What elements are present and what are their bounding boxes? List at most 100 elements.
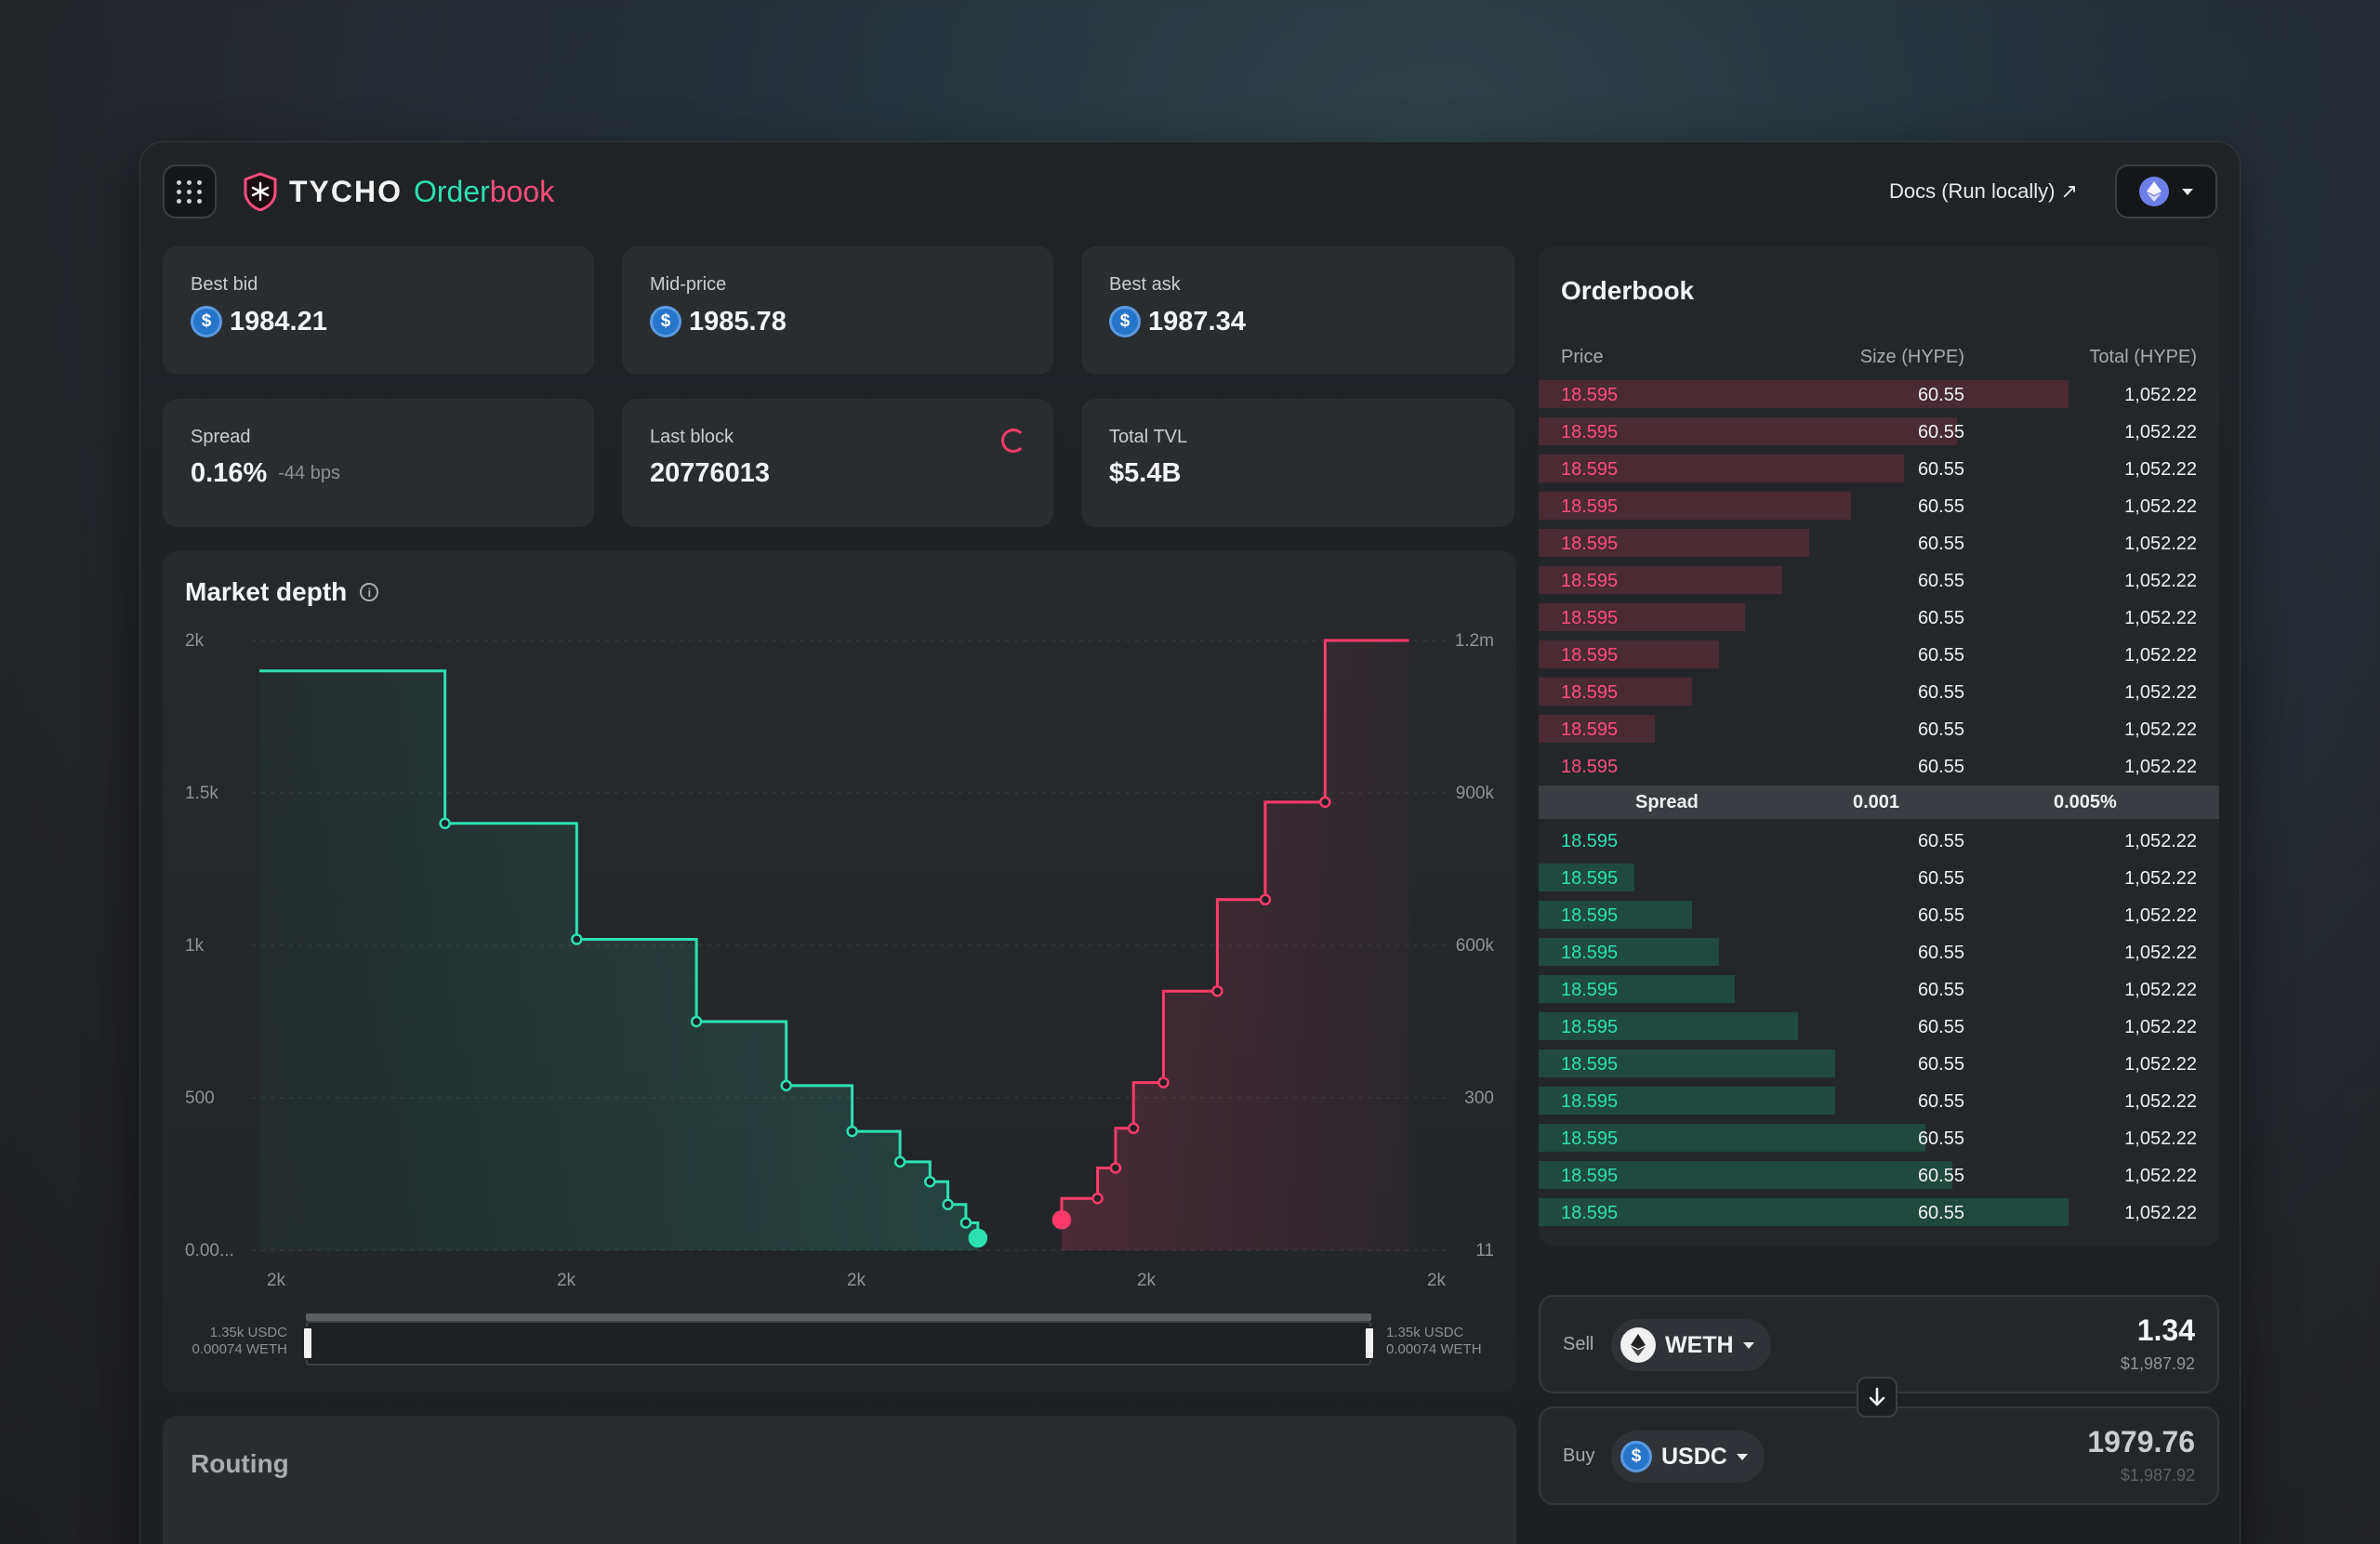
x-tick-label: 0.00...	[1122, 1293, 1171, 1295]
x-tick-label: 0.00...	[1412, 1293, 1461, 1295]
ask-depth-bar	[1539, 603, 1745, 631]
ask-row[interactable]: 18.595 60.55 1,052.22	[1539, 637, 2219, 674]
bid-row[interactable]: 18.595 60.55 1,052.22	[1539, 897, 2219, 934]
info-icon[interactable]: i	[360, 583, 379, 601]
brand-order: Order	[414, 174, 490, 208]
bid-price: 18.595	[1561, 1091, 1619, 1112]
ask-row[interactable]: 18.595 60.55 1,052.22	[1539, 376, 2219, 414]
buy-token-selector[interactable]: $ USDC	[1611, 1431, 1765, 1483]
bid-size: 60.55	[1917, 1054, 1964, 1075]
asks-point	[1259, 893, 1272, 906]
usdc-icon: $	[1109, 306, 1141, 337]
x-tick-label: 2k	[557, 1271, 576, 1290]
asks-point	[1319, 796, 1331, 809]
chain-selector[interactable]	[2115, 165, 2217, 218]
bid-depth-bar	[1539, 1012, 1798, 1040]
ask-total: 1,052.22	[2124, 682, 2197, 703]
bids-point	[893, 1155, 906, 1168]
bid-price: 18.595	[1561, 1128, 1619, 1149]
bid-price: 18.595	[1561, 980, 1619, 1000]
bid-row[interactable]: 18.595 60.55 1,052.22	[1539, 1157, 2219, 1194]
buy-amount[interactable]: 1979.76	[2087, 1425, 2195, 1458]
y-tick-label-left: 2k	[185, 631, 205, 651]
x-tick-label: 0.00...	[832, 1293, 881, 1295]
ask-row[interactable]: 18.595 60.55 1,052.22	[1539, 748, 2219, 785]
asks-point	[1109, 1162, 1122, 1174]
buy-panel: Buy $ USDC 1979.76 $1,987.92	[1539, 1406, 2219, 1505]
bid-depth-bar	[1539, 901, 1692, 929]
best-bid-value: $1984.21	[191, 306, 327, 337]
ask-row[interactable]: 18.595 60.55 1,052.22	[1539, 674, 2219, 711]
brand: TYCHO Order book	[243, 170, 554, 213]
last-block-card: Last block 20776013	[622, 399, 1053, 527]
ask-row[interactable]: 18.595 60.55 1,052.22	[1539, 525, 2219, 562]
bid-depth-bar	[1539, 1087, 1835, 1115]
market-depth-title-text: Market depth	[185, 577, 348, 606]
bid-row[interactable]: 18.595 60.55 1,052.22	[1539, 934, 2219, 971]
bid-total: 1,052.22	[2124, 980, 2197, 1000]
bid-size: 60.55	[1917, 1017, 1964, 1037]
ask-price: 18.595	[1561, 757, 1619, 777]
ask-row[interactable]: 18.595 60.55 1,052.22	[1539, 562, 2219, 600]
ask-size: 60.55	[1917, 608, 1964, 628]
range-left-usdc: 1.35k USDC	[209, 1325, 287, 1340]
buy-token-name: USDC	[1661, 1443, 1727, 1470]
range-left-handle[interactable]	[302, 1326, 313, 1360]
sell-amount[interactable]: 1.34	[2136, 1313, 2195, 1347]
app-menu-button[interactable]	[163, 165, 217, 218]
ask-depth-bar	[1539, 566, 1782, 594]
bid-row[interactable]: 18.595 60.55 1,052.22	[1539, 1046, 2219, 1083]
market-depth-chart[interactable]: 0.00... 11 500 300 1k 600k 1.5k 900k 2k 1.2m 2k 0.0…	[163, 551, 1516, 1295]
spread-value: 0.16% -44 bps	[191, 458, 340, 489]
y-tick-label-right: 600k	[1456, 936, 1495, 956]
ask-row[interactable]: 18.595 60.55 1,052.22	[1539, 414, 2219, 451]
y-tick-label-right: 1.2m	[1455, 631, 1494, 651]
asks-point	[1157, 1076, 1170, 1089]
ask-row[interactable]: 18.595 60.55 1,052.22	[1539, 711, 2219, 748]
orderbook-title: Orderbook	[1561, 276, 1695, 305]
ask-row[interactable]: 18.595 60.55 1,052.22	[1539, 600, 2219, 637]
bid-row[interactable]: 18.595 60.55 1,052.22	[1539, 1120, 2219, 1157]
ask-total: 1,052.22	[2124, 459, 2197, 480]
ask-row[interactable]: 18.595 60.55 1,052.22	[1539, 488, 2219, 525]
total-tvl-card: Total TVL $5.4B	[1081, 399, 1514, 527]
chevron-down-icon	[2182, 188, 2193, 195]
y-tick-label-left: 500	[185, 1089, 215, 1108]
bid-price: 18.595	[1561, 943, 1619, 963]
docs-link[interactable]: Docs (Run locally) ↗	[1888, 179, 2078, 203]
bid-row[interactable]: 18.595 60.55 1,052.22	[1539, 860, 2219, 897]
range-right-weth: 0.00074 WETH	[1386, 1341, 1482, 1357]
range-slider[interactable]	[302, 1313, 1375, 1366]
last-block-value: 20776013	[650, 458, 771, 488]
bid-row[interactable]: 18.595 60.55 1,052.22	[1539, 971, 2219, 1009]
bid-price: 18.595	[1561, 1054, 1619, 1075]
col-total: Total (HYPE)	[2089, 347, 2197, 367]
brand-name: TYCHO	[289, 174, 403, 208]
bid-depth-bar	[1539, 975, 1735, 1003]
routing-title: Routing	[191, 1449, 289, 1478]
best-bid-number: 1984.21	[230, 306, 327, 337]
bid-depth-bar	[1539, 1124, 1925, 1152]
range-slider-top	[306, 1313, 1371, 1321]
range-right-usdc: 1.35k USDC	[1386, 1325, 1464, 1340]
ask-depth-bar	[1539, 640, 1719, 668]
swap-direction-button[interactable]	[1857, 1377, 1897, 1418]
ask-total: 1,052.22	[2124, 757, 2197, 777]
sell-label: Sell	[1563, 1334, 1594, 1354]
bid-size: 60.55	[1917, 1166, 1964, 1186]
bid-depth-bar	[1539, 938, 1719, 966]
range-slider-track[interactable]	[306, 1321, 1371, 1366]
range-right-label: 1.35k USDC 0.00074 WETH	[1386, 1325, 1498, 1358]
bid-row[interactable]: 18.595 60.55 1,052.22	[1539, 823, 2219, 860]
range-right-handle[interactable]	[1364, 1326, 1375, 1360]
bid-row[interactable]: 18.595 60.55 1,052.22	[1539, 1194, 2219, 1232]
bid-total: 1,052.22	[2124, 1017, 2197, 1037]
spread-row-label: Spread	[1635, 792, 1699, 812]
bid-row[interactable]: 18.595 60.55 1,052.22	[1539, 1009, 2219, 1046]
bids-point	[924, 1175, 936, 1188]
ask-row[interactable]: 18.595 60.55 1,052.22	[1539, 451, 2219, 488]
sell-token-selector[interactable]: WETH	[1611, 1319, 1771, 1371]
ask-depth-bar	[1539, 678, 1692, 706]
bid-row[interactable]: 18.595 60.55 1,052.22	[1539, 1083, 2219, 1120]
chevron-down-icon	[1742, 1341, 1754, 1349]
